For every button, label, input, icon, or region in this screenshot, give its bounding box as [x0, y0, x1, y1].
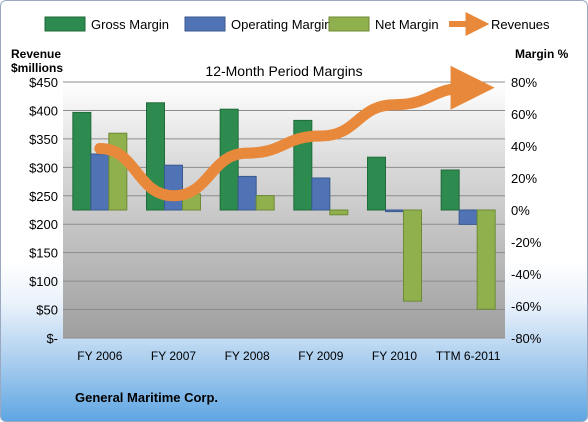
left-tick-label: $200: [29, 217, 58, 232]
plot-area: [63, 82, 505, 338]
left-tick-label: $50: [36, 303, 58, 318]
bar-gross-margin: [72, 111, 92, 211]
legend-label-revenues: Revenues: [491, 17, 550, 32]
right-axis-title: Margin %: [515, 47, 569, 61]
left-tick-label: $300: [29, 160, 58, 175]
left-axis-title-line2: $millions: [11, 61, 63, 75]
legend-label-gross-margin: Gross Margin: [91, 17, 169, 32]
right-tick-label: -20%: [511, 235, 542, 250]
left-axis-ticks: $450 $400 $350 $300 $250 $200 $150 $100 $50 $-: [29, 75, 58, 346]
bar-operating-margin: [237, 175, 257, 211]
bar-operating-margin: [385, 209, 404, 213]
left-tick-label: $350: [29, 132, 58, 147]
bar-operating-margin: [90, 153, 110, 211]
bar-net-margin: [255, 195, 275, 211]
company-name: General Maritime Corp.: [75, 390, 218, 405]
bar-net-margin: [476, 209, 496, 310]
x-tick-label: FY 2006: [77, 349, 122, 363]
bar-net-margin: [329, 209, 349, 216]
right-tick-label: 0%: [511, 203, 530, 218]
revenues-line: [94, 65, 495, 202]
right-tick-label: -40%: [511, 267, 542, 282]
x-tick-label: FY 2009: [298, 349, 343, 363]
bar-operating-margin: [458, 209, 478, 225]
x-axis-ticks: FY 2006 FY 2007 FY 2008 FY 2009 FY 2010 TTM 6…: [77, 349, 500, 363]
x-tick-label: FY 2007: [151, 349, 196, 363]
right-tick-label: 40%: [511, 139, 537, 154]
left-tick-label: $400: [29, 103, 58, 118]
x-tick-label: TTM 6-2011: [436, 349, 501, 363]
right-tick-label: 20%: [511, 171, 537, 186]
legend-swatch-net-margin: [328, 16, 370, 32]
legend-swatch-operating-margin: [184, 16, 226, 32]
right-axis-ticks: 80% 60% 40% 20% 0% -20% -40% -60% -80%: [511, 75, 542, 346]
legend-label-net-margin: Net Margin: [375, 17, 439, 32]
x-tick-label: FY 2010: [372, 349, 417, 363]
gridlines: [63, 81, 505, 339]
left-tick-label: $250: [29, 189, 58, 204]
right-tick-label: 60%: [511, 107, 537, 122]
legend: Gross Margin Operating Margin Net Margin…: [44, 12, 550, 36]
legend-swatch-gross-margin: [44, 16, 86, 32]
left-tick-label: $-: [46, 331, 58, 346]
left-axis-title-line1: Revenue: [11, 47, 61, 61]
right-tick-label: 80%: [511, 75, 537, 90]
bar-operating-margin: [164, 164, 183, 211]
left-tick-label: $450: [29, 75, 58, 90]
legend-label-operating-margin: Operating Margin: [231, 17, 331, 32]
bar-gross-margin: [367, 156, 386, 211]
right-tick-label: -80%: [511, 331, 542, 346]
bar-operating-margin: [311, 177, 331, 211]
bar-gross-margin: [440, 169, 460, 211]
x-tick-label: FY 2008: [225, 349, 270, 363]
bars: [72, 102, 496, 310]
left-tick-label: $150: [29, 246, 58, 261]
bar-net-margin: [403, 209, 422, 302]
right-tick-label: -60%: [511, 299, 542, 314]
chart-title: 12-Month Period Margins: [205, 63, 362, 79]
left-tick-label: $100: [29, 274, 58, 289]
